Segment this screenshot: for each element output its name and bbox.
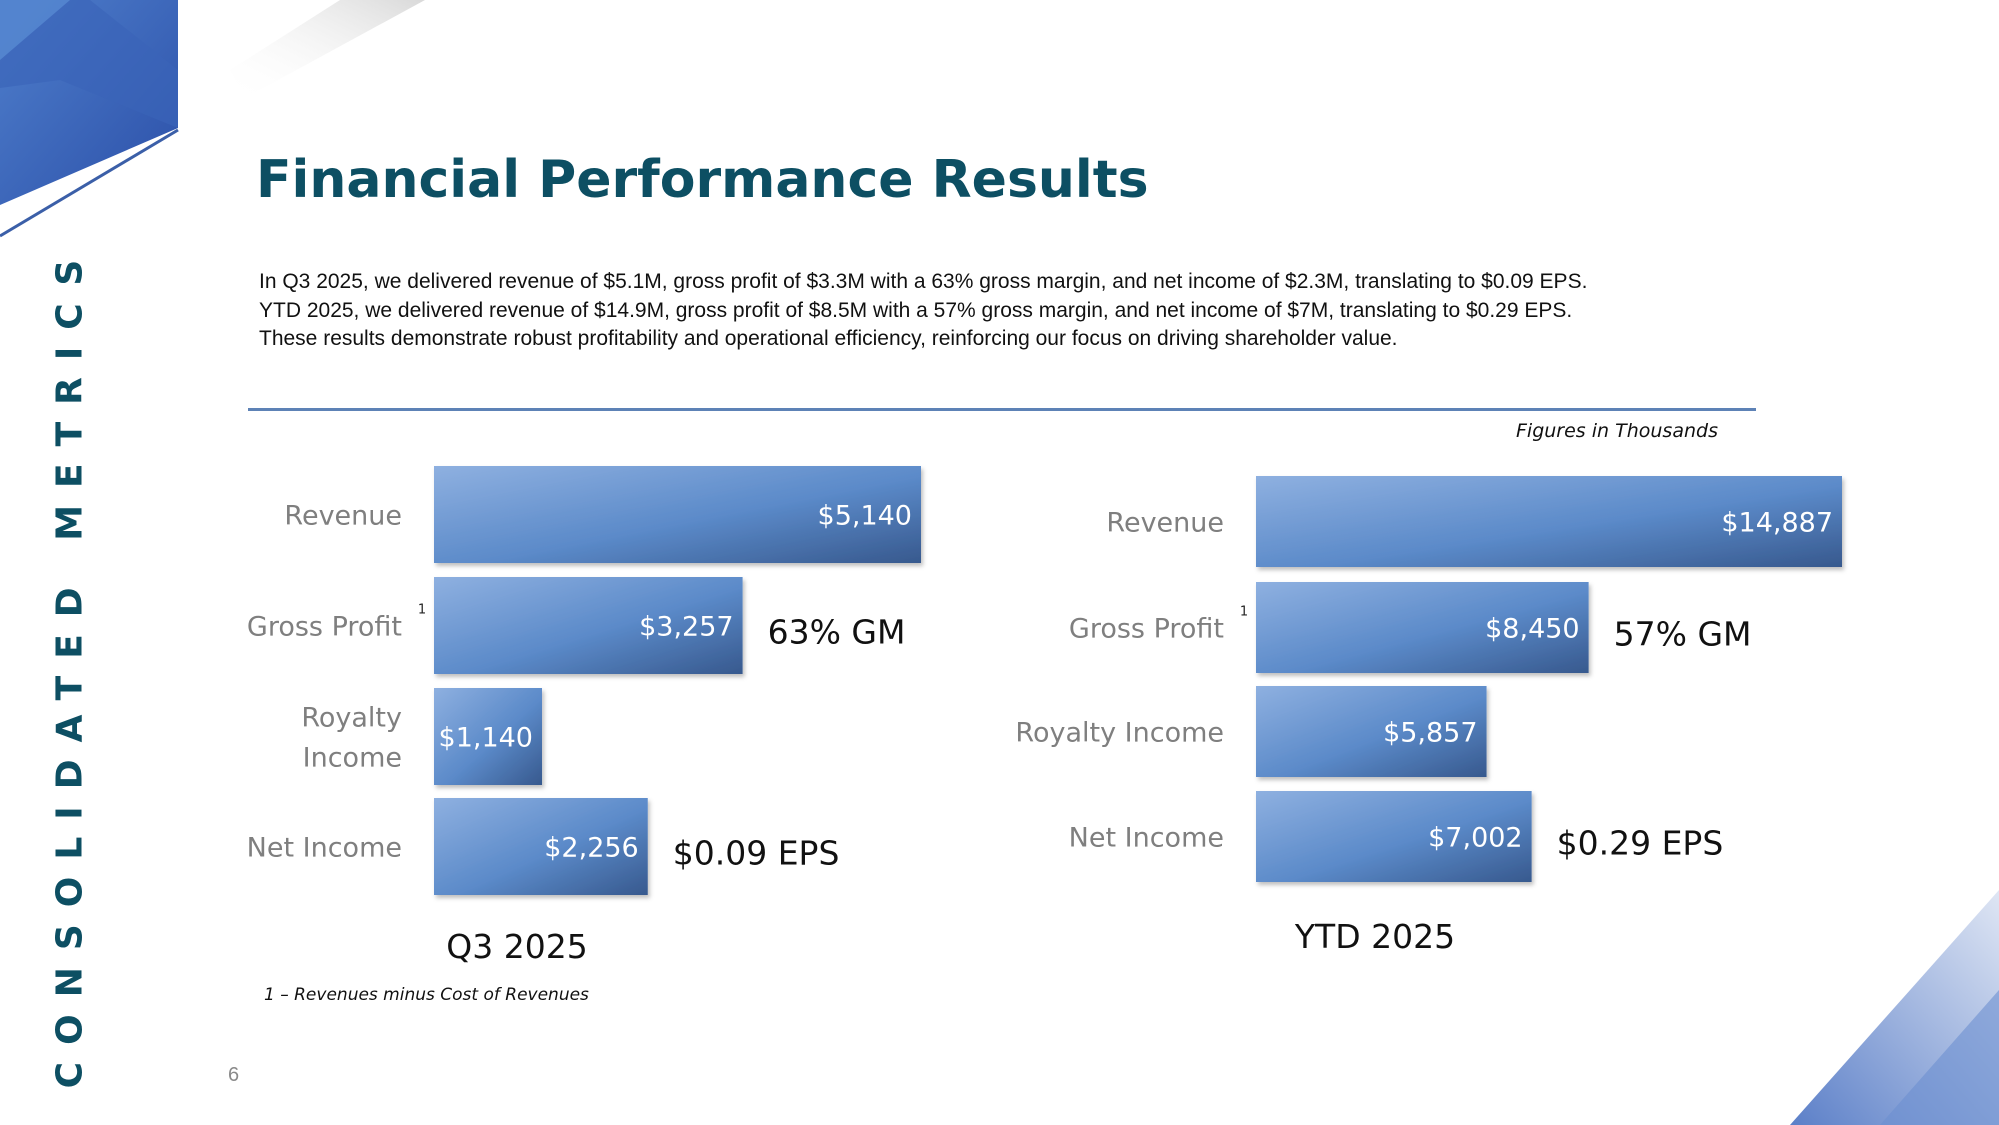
chart-period-label: Q3 2025	[446, 927, 587, 966]
category-label: Gross Profit	[1069, 614, 1224, 645]
bar-value-label: $3,257	[639, 612, 733, 643]
bar-value-label: $14,887	[1721, 508, 1833, 539]
corner-decoration-top-left	[0, 0, 425, 238]
footnote-marker: 1	[1240, 605, 1248, 620]
bar-annotation: 63% GM	[768, 613, 906, 652]
category-label: Revenue	[284, 501, 402, 532]
section-divider	[248, 408, 1756, 411]
bar-value-label: $1,140	[439, 723, 533, 754]
bar	[1256, 582, 1589, 673]
category-label: Net Income	[1069, 823, 1224, 854]
bar	[434, 466, 921, 563]
bar-annotation: 57% GM	[1614, 615, 1752, 654]
category-label: Royalty Income	[1015, 718, 1224, 749]
category-label: Gross Profit	[247, 612, 402, 643]
page-title: Financial Performance Results	[256, 150, 1149, 210]
bar-value-label: $5,140	[818, 501, 912, 532]
side-section-label: CONSOLIDATED METRICS	[20, 242, 120, 1088]
bar-value-label: $2,256	[544, 833, 638, 864]
bar	[1256, 686, 1487, 777]
footnote-marker: 1	[418, 603, 426, 618]
summary-line: In Q3 2025, we delivered revenue of $5.1…	[259, 270, 1588, 293]
side-label-text: CONSOLIDATED METRICS	[49, 242, 91, 1088]
summary-line: YTD 2025, we delivered revenue of $14.9M…	[259, 298, 1573, 322]
footnote: 1 – Revenues minus Cost of Revenues	[264, 985, 589, 1005]
summary-line: These results demonstrate robust profita…	[259, 327, 1398, 350]
bar-annotation: $0.09 EPS	[673, 834, 840, 873]
category-label: Net Income	[247, 833, 402, 864]
bar-value-label: $7,002	[1428, 823, 1522, 854]
figures-note: Figures in Thousands	[1516, 420, 1718, 442]
category-label: Royalty	[301, 703, 402, 734]
bar	[1256, 476, 1842, 567]
category-label: Revenue	[1106, 508, 1224, 539]
bar-annotation: $0.29 EPS	[1557, 824, 1724, 863]
bar-value-label: $8,450	[1485, 614, 1579, 645]
bar-value-label: $5,857	[1383, 718, 1477, 749]
bar	[434, 577, 743, 674]
page-number: 6	[228, 1064, 240, 1086]
summary-text: In Q3 2025, we delivered revenue of $5.1…	[259, 268, 1799, 354]
bar	[434, 688, 543, 785]
chart-period-label: YTD 2025	[1294, 917, 1455, 956]
category-label: Income	[303, 743, 402, 774]
bar	[434, 798, 648, 895]
bar	[1256, 791, 1532, 882]
corner-decoration-bottom-right	[1790, 890, 1999, 1125]
